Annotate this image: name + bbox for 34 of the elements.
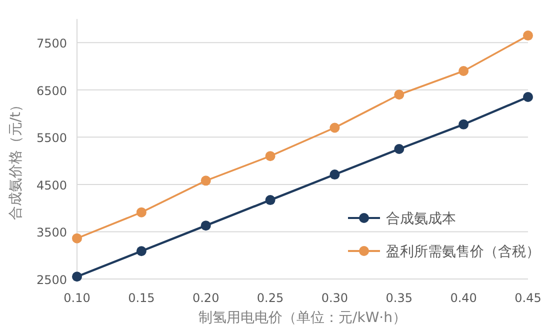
y-tick-label: 5500 (36, 131, 67, 146)
point (330, 122, 340, 133)
x-tick-label: 0.35 (386, 291, 412, 305)
point (458, 66, 469, 76)
x-tick-label: 0.45 (514, 291, 542, 305)
point (200, 176, 211, 186)
point (136, 246, 146, 256)
y-tick-label: 7500 (36, 36, 67, 51)
point (265, 195, 276, 206)
legend-label: 合成氨成本 (386, 211, 456, 227)
y-tick-label: 3500 (36, 226, 67, 240)
point (523, 30, 533, 41)
legend-label: 盈利所需氨售价（含税） (386, 244, 540, 260)
point (200, 220, 211, 231)
y-tick-label: 2500 (36, 273, 67, 287)
x-tick-label: 0.25 (256, 291, 284, 305)
x-tick-label: 0.20 (192, 291, 220, 305)
point (394, 90, 404, 100)
point (458, 119, 469, 130)
point (72, 272, 82, 282)
point (72, 233, 82, 244)
x-axis-title: 制氢用电电价（单位：元/kW·h） (198, 310, 406, 326)
point (330, 170, 340, 180)
x-tick-label: 0.15 (128, 291, 155, 305)
x-tick-label: 0.10 (64, 291, 90, 305)
y-tick-label: 6500 (36, 84, 67, 98)
y-tick-label: 4500 (36, 178, 67, 192)
x-tick-label: 0.30 (321, 291, 348, 305)
point (136, 207, 146, 218)
point (523, 92, 533, 102)
y-axis-title: 合成氨价格（元/t） (8, 98, 24, 220)
x-tick-label: 0.40 (450, 291, 477, 305)
point (265, 151, 276, 162)
point (394, 144, 404, 154)
